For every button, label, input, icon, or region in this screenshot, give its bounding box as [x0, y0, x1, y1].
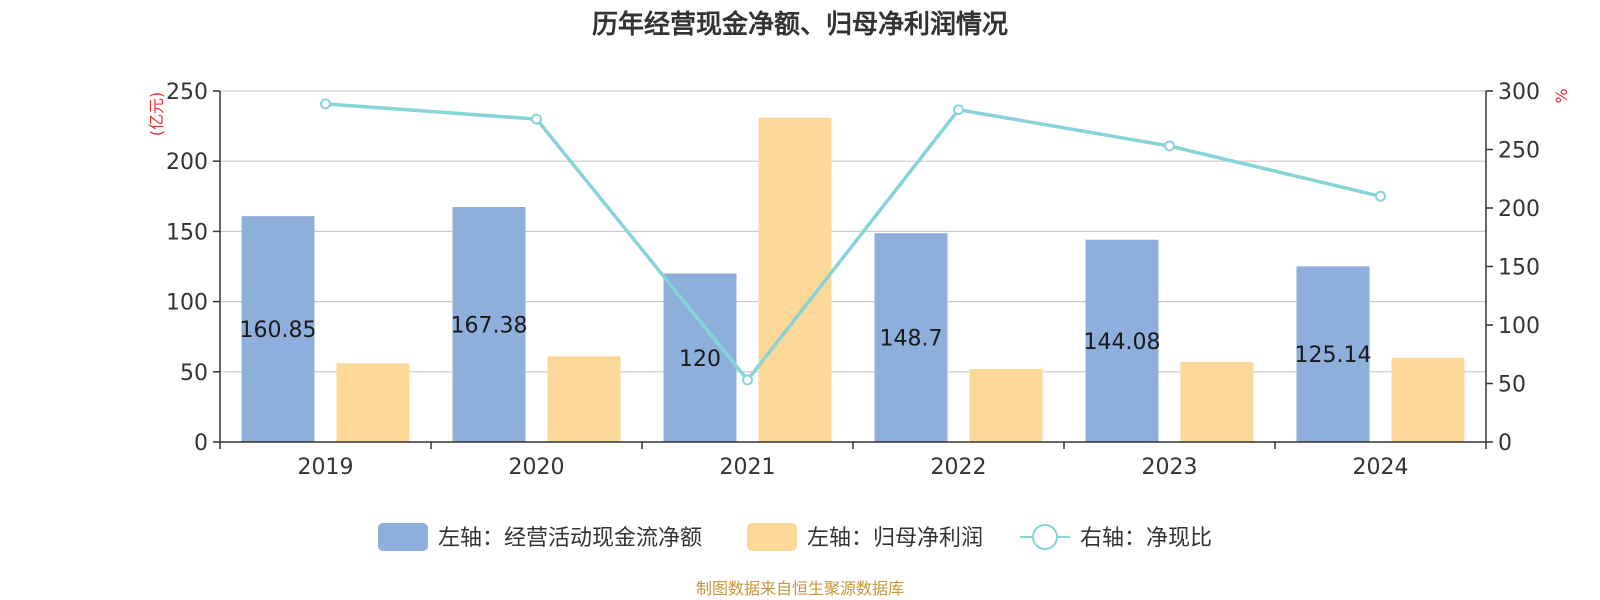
- legend-label-net-profit: 左轴：归母净利润: [807, 526, 983, 551]
- chart-title: 历年经营现金净额、归母净利润情况: [592, 9, 1008, 40]
- axes: 0 50 100 150 200 250 0 50 100 150 200 250 300 2019 202…: [166, 80, 1540, 480]
- left-axis-tick-label: 50: [180, 361, 208, 386]
- bar-net-profit: [1180, 361, 1254, 442]
- ratio-line-point: [531, 113, 542, 125]
- right-axis-tick-label: 250: [1498, 139, 1540, 164]
- bar-operating-cash-flow: [452, 206, 526, 442]
- bar-operating-cash-flow: [1085, 239, 1159, 442]
- bar-operating-cash-flow: [241, 216, 315, 442]
- data-label-operating-cash-flow: 167.38: [451, 313, 528, 338]
- legend-label-operating-cash-flow: 左轴：经营活动现金流净额: [438, 526, 702, 551]
- left-axis-tick-label: 0: [194, 431, 208, 456]
- right-axis-tick-label: 100: [1498, 314, 1540, 339]
- data-label-operating-cash-flow: 144.08: [1084, 330, 1161, 355]
- legend-swatch-operating-cash-flow: [378, 523, 428, 551]
- ratio-line-point: [1375, 190, 1386, 202]
- ratio-line-path: [325, 102, 1381, 382]
- bar-net-profit: [758, 117, 832, 443]
- bar-net-profit: [969, 368, 1043, 442]
- bars: [241, 117, 1465, 443]
- legend-label-ratio: 右轴：净现比: [1080, 526, 1212, 551]
- right-axis-tick-label: 200: [1498, 197, 1540, 222]
- x-axis-tick-label: 2022: [931, 455, 987, 480]
- bar-net-profit: [1391, 357, 1465, 442]
- x-axis-tick-label: 2020: [509, 455, 565, 480]
- right-axis-tick-label: 0: [1498, 431, 1512, 456]
- left-axis-tick-label: 200: [166, 150, 208, 175]
- left-axis-tick-label: 250: [166, 80, 208, 105]
- source-note: 制图数据来自恒生聚源数据库: [696, 579, 904, 598]
- ratio-line-point: [1164, 140, 1175, 152]
- right-axis-tick-label: 50: [1498, 373, 1526, 398]
- data-labels: 160.85 167.38 120 148.7 144.08 125.14: [240, 313, 1372, 371]
- ratio-line: [320, 98, 1386, 386]
- bar-operating-cash-flow: [663, 273, 737, 442]
- right-axis-unit: %: [1552, 88, 1571, 103]
- legend-swatch-net-profit: [747, 523, 797, 551]
- x-axis-tick-label: 2023: [1142, 455, 1198, 480]
- bar-net-profit: [547, 356, 621, 442]
- data-label-operating-cash-flow: 148.7: [880, 327, 943, 352]
- x-axis-tick-label: 2024: [1353, 455, 1409, 480]
- data-label-operating-cash-flow: 160.85: [240, 318, 317, 343]
- x-axis-tick-label: 2019: [298, 455, 354, 480]
- legend: 左轴：经营活动现金流净额 左轴：归母净利润 右轴：净现比: [378, 523, 1212, 551]
- data-label-operating-cash-flow: 120: [679, 347, 721, 372]
- left-axis-tick-label: 100: [166, 291, 208, 316]
- ratio-line-point: [953, 104, 964, 116]
- right-axis-tick-label: 150: [1498, 256, 1540, 281]
- bar-operating-cash-flow: [1296, 266, 1370, 442]
- bar-net-profit: [336, 363, 410, 442]
- gridlines: [220, 90, 1486, 373]
- ratio-line-point: [742, 374, 753, 386]
- x-axis-tick-label: 2021: [720, 455, 776, 480]
- left-axis-tick-label: 150: [166, 220, 208, 245]
- ratio-line-point: [320, 98, 331, 110]
- legend-swatch-ratio-marker: [1032, 524, 1058, 550]
- data-label-operating-cash-flow: 125.14: [1295, 343, 1372, 368]
- right-axis-tick-label: 300: [1498, 80, 1540, 105]
- bar-operating-cash-flow: [874, 233, 948, 442]
- left-axis-unit: (亿元): [147, 92, 166, 137]
